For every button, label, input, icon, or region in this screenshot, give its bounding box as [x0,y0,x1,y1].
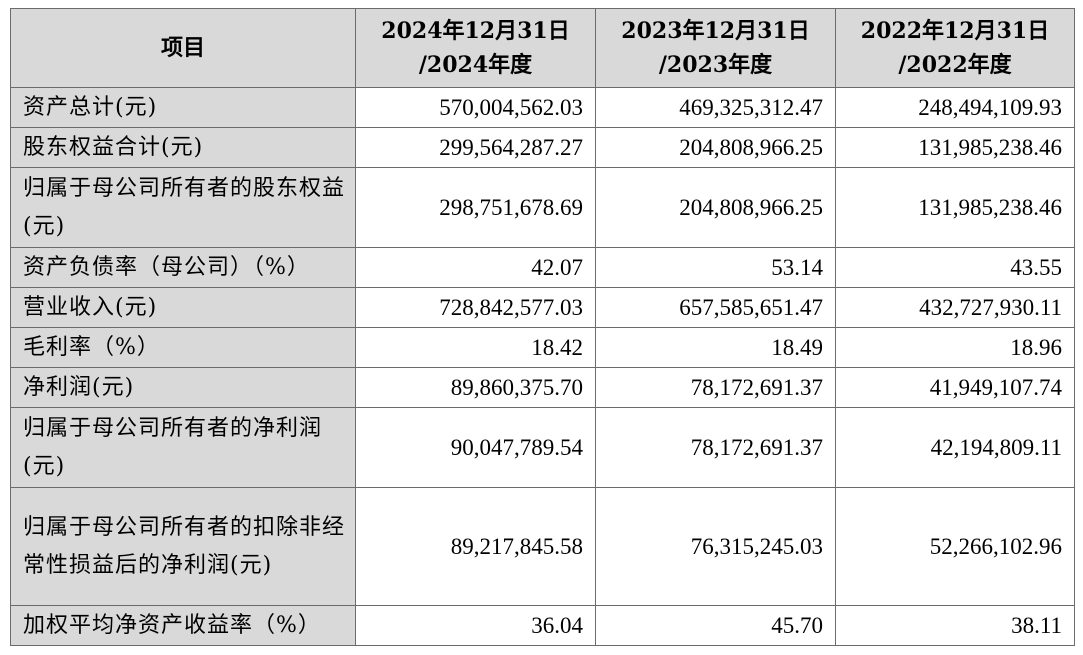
cell-2022: 41,949,107.74 [835,367,1075,408]
row-label: 资产总计(元) [10,87,356,128]
header-item: 项目 [10,8,356,88]
row-label: 加权平均净资产收益率（%） [10,605,356,646]
table-row: 归属于母公司所有者的扣除非经常性损益后的净利润(元) 89,217,845.58… [10,487,1075,606]
cell-2022: 18.96 [835,327,1075,368]
financial-table: 项目 2024年12月31日 /2024年度 2023年12月31日 /2023… [10,8,1075,646]
row-label: 股东权益合计(元) [10,127,356,168]
row-label: 资产负债率（母公司）（%） [10,247,356,288]
table-row: 资产负债率（母公司）（%） 42.07 53.14 43.55 [10,247,1075,288]
cell-2023: 204,808,966.25 [595,167,836,248]
row-label: 营业收入(元) [10,287,356,328]
cell-2022: 131,985,238.46 [835,167,1075,248]
cell-2023: 78,172,691.37 [595,367,836,408]
row-label: 归属于母公司所有者的股东权益(元) [10,167,356,248]
header-2022-year: /2022年度 [898,52,1012,78]
header-2023: 2023年12月31日 /2023年度 [595,8,836,88]
header-2023-year: /2023年度 [658,52,773,78]
table-row: 毛利率（%） 18.42 18.49 18.96 [10,327,1075,368]
cell-2024: 570,004,562.03 [355,87,596,128]
cell-2022: 43.55 [835,247,1075,288]
table-row: 资产总计(元) 570,004,562.03 469,325,312.47 24… [10,87,1075,128]
header-2024: 2024年12月31日 /2024年度 [355,8,596,88]
row-label: 毛利率（%） [10,327,356,368]
table-row: 归属于母公司所有者的净利润(元) 90,047,789.54 78,172,69… [10,407,1075,488]
cell-2024: 728,842,577.03 [355,287,596,328]
cell-2022: 248,494,109.93 [835,87,1075,128]
cell-2024: 299,564,287.27 [355,127,596,168]
cell-2023: 204,808,966.25 [595,127,836,168]
cell-2024: 90,047,789.54 [355,407,596,488]
cell-2023: 18.49 [595,327,836,368]
table-row: 加权平均净资产收益率（%） 36.04 45.70 38.11 [10,605,1075,646]
cell-2023: 53.14 [595,247,836,288]
cell-2024: 42.07 [355,247,596,288]
cell-2022: 38.11 [835,605,1075,646]
table-row: 归属于母公司所有者的股东权益(元) 298,751,678.69 204,808… [10,167,1075,248]
header-2022: 2022年12月31日 /2022年度 [835,8,1075,88]
cell-2023: 45.70 [595,605,836,646]
table-row: 营业收入(元) 728,842,577.03 657,585,651.47 43… [10,287,1075,328]
cell-2024: 89,860,375.70 [355,367,596,408]
cell-2024: 36.04 [355,605,596,646]
table-row: 净利润(元) 89,860,375.70 78,172,691.37 41,94… [10,367,1075,408]
cell-2024: 18.42 [355,327,596,368]
cell-2022: 432,727,930.11 [835,287,1075,328]
cell-2023: 469,325,312.47 [595,87,836,128]
table-row: 股东权益合计(元) 299,564,287.27 204,808,966.25 … [10,127,1075,168]
cell-2022: 131,985,238.46 [835,127,1075,168]
header-2022-date: 2022年12月31日 [860,18,1050,44]
cell-2024: 298,751,678.69 [355,167,596,248]
cell-2023: 78,172,691.37 [595,407,836,488]
cell-2022: 42,194,809.11 [835,407,1075,488]
header-2024-date: 2024年12月31日 [381,18,570,44]
cell-2022: 52,266,102.96 [835,487,1075,606]
cell-2024: 89,217,845.58 [355,487,596,606]
row-label: 归属于母公司所有者的净利润(元) [10,407,356,488]
header-2023-date: 2023年12月31日 [621,18,810,44]
table-header-row: 项目 2024年12月31日 /2024年度 2023年12月31日 /2023… [10,8,1075,88]
cell-2023: 657,585,651.47 [595,287,836,328]
header-2024-year: /2024年度 [418,52,533,78]
row-label: 归属于母公司所有者的扣除非经常性损益后的净利润(元) [10,487,356,606]
row-label: 净利润(元) [10,367,356,408]
cell-2023: 76,315,245.03 [595,487,836,606]
